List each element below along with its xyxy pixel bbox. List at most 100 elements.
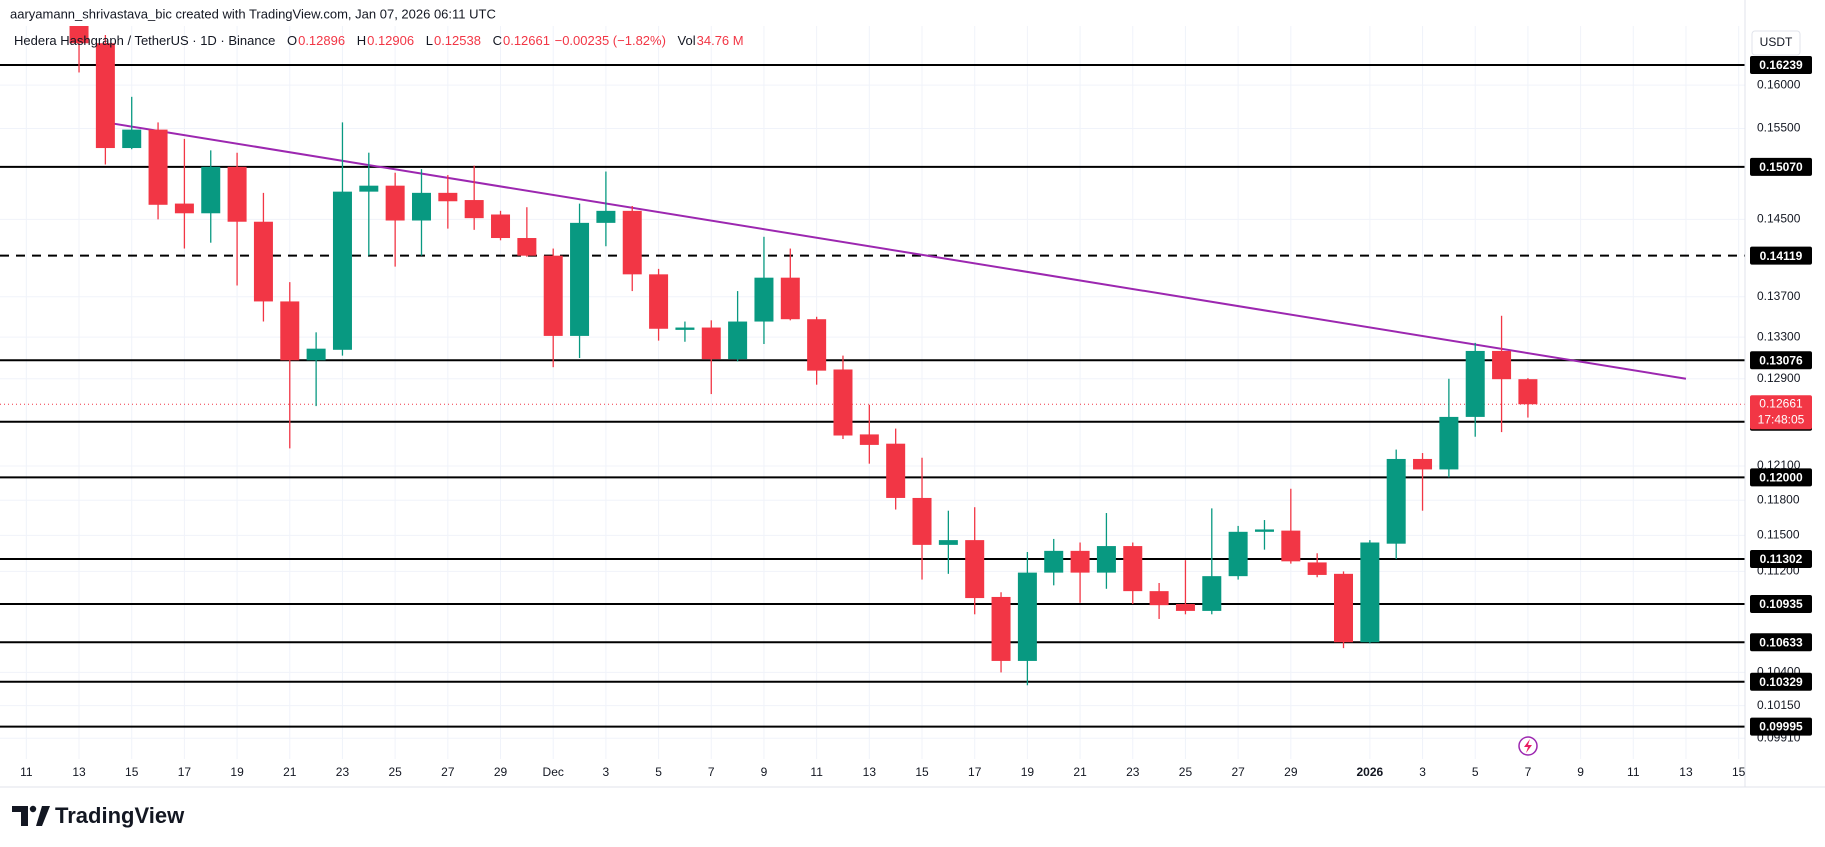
level-label: 0.12000 bbox=[1759, 471, 1803, 485]
legend-label: C bbox=[492, 33, 502, 48]
last-price-label: 0.12661 bbox=[1759, 396, 1803, 410]
legend-label: H bbox=[356, 33, 367, 48]
x-tick-label: 25 bbox=[388, 765, 402, 779]
currency-box[interactable] bbox=[1751, 30, 1801, 56]
candle-body bbox=[1334, 573, 1354, 643]
legend-label: L bbox=[425, 33, 433, 48]
x-tick-label: 27 bbox=[441, 765, 455, 779]
candle-body bbox=[227, 166, 247, 222]
candle-body bbox=[306, 348, 326, 361]
candle-body bbox=[1202, 576, 1222, 611]
last-price-box bbox=[1750, 395, 1812, 430]
x-tick-label: 23 bbox=[1126, 765, 1140, 779]
level-label: 0.16239 bbox=[1759, 58, 1803, 72]
candle-body bbox=[1492, 350, 1512, 380]
candle-body bbox=[359, 185, 379, 192]
x-tick-label: 7 bbox=[1525, 765, 1532, 779]
candle-body bbox=[385, 185, 405, 221]
y-tick-label: 0.15500 bbox=[1757, 121, 1801, 135]
x-tick-label: 29 bbox=[1284, 765, 1298, 779]
legend-value: 0.12661 bbox=[502, 33, 550, 48]
candle-body bbox=[675, 327, 695, 330]
level-label-box bbox=[1750, 550, 1812, 569]
countdown-label: 17:48:05 bbox=[1758, 412, 1805, 426]
candle-body bbox=[833, 369, 853, 436]
candle-body bbox=[912, 497, 932, 545]
level-label: 0.10329 bbox=[1759, 675, 1803, 689]
candle-body bbox=[1439, 416, 1459, 470]
candle-body bbox=[148, 129, 168, 205]
y-tick-label: 0.11800 bbox=[1757, 492, 1800, 506]
level-label-box bbox=[1750, 717, 1812, 736]
candle-body bbox=[253, 221, 273, 302]
candle-body bbox=[280, 301, 300, 361]
brand-name: TradingView bbox=[55, 803, 185, 828]
legend-label: O bbox=[286, 33, 298, 48]
x-tick-label: 21 bbox=[283, 765, 297, 779]
level-label: 0.14119 bbox=[1760, 249, 1803, 263]
level-label-box bbox=[1750, 468, 1812, 487]
level-label-box bbox=[1750, 633, 1812, 652]
x-tick-label: 17 bbox=[968, 765, 982, 779]
brand-logo[interactable] bbox=[12, 805, 50, 826]
x-tick-label: 27 bbox=[1231, 765, 1245, 779]
legend-change: −0.00235 (−1.82%) bbox=[554, 33, 666, 48]
candle-body bbox=[1386, 458, 1406, 544]
level-label: 0.15070 bbox=[1759, 160, 1803, 174]
level-label: 0.13076 bbox=[1759, 353, 1803, 367]
candle-body bbox=[1149, 591, 1169, 606]
candle-body bbox=[491, 214, 511, 239]
candle-body bbox=[728, 321, 748, 360]
level-label-box bbox=[1750, 351, 1812, 370]
x-tick-label: 3 bbox=[603, 765, 610, 779]
candle-body bbox=[438, 192, 458, 202]
x-tick-label: 5 bbox=[1472, 765, 1479, 779]
x-tick-label: 2026 bbox=[1356, 765, 1383, 779]
candle-body bbox=[1360, 542, 1380, 643]
x-tick-label: 9 bbox=[1577, 765, 1584, 779]
legend-volume: 34.76 M bbox=[696, 33, 744, 48]
x-tick-label: 9 bbox=[761, 765, 768, 779]
x-tick-label: 7 bbox=[708, 765, 715, 779]
level-label: 0.09995 bbox=[1759, 720, 1803, 734]
candle-body bbox=[1123, 546, 1143, 592]
candle-body bbox=[332, 191, 352, 350]
candle-body bbox=[991, 596, 1011, 661]
candle-body bbox=[95, 43, 115, 149]
candle-body bbox=[201, 166, 221, 214]
candle-body bbox=[596, 210, 616, 223]
y-tick-label: 0.13700 bbox=[1757, 289, 1801, 303]
x-tick-label: 25 bbox=[1179, 765, 1193, 779]
level-label: 0.10935 bbox=[1759, 597, 1803, 611]
x-tick-label: 5 bbox=[655, 765, 662, 779]
candle-body bbox=[1044, 550, 1064, 573]
candle-body bbox=[1070, 550, 1090, 573]
x-tick-label: 19 bbox=[230, 765, 244, 779]
candle-body bbox=[780, 277, 800, 320]
price-axis-panel bbox=[1745, 0, 1825, 790]
currency: USDT bbox=[1760, 35, 1793, 49]
event-icon[interactable] bbox=[1518, 736, 1538, 756]
level-label-box bbox=[1750, 246, 1812, 265]
candle-body bbox=[1307, 562, 1327, 575]
x-tick-label: 17 bbox=[178, 765, 192, 779]
x-tick-label: 15 bbox=[915, 765, 929, 779]
x-tick-label: 11 bbox=[810, 765, 823, 779]
y-tick-label: 0.14500 bbox=[1757, 212, 1801, 226]
candle-body bbox=[965, 540, 985, 599]
candle-body bbox=[807, 319, 827, 371]
candle-body bbox=[1175, 604, 1195, 611]
x-tick-label: 15 bbox=[1732, 765, 1746, 779]
plot-area bbox=[0, 26, 1745, 759]
candle-body bbox=[701, 327, 721, 360]
y-tick-label: 0.12900 bbox=[1757, 371, 1801, 385]
y-tick-label: 0.16000 bbox=[1757, 77, 1801, 91]
level-label: 0.10633 bbox=[1759, 635, 1803, 649]
x-tick-label: 13 bbox=[72, 765, 86, 779]
candle-body bbox=[1254, 529, 1274, 532]
symbol-title: Hedera Hashgraph / TetherUS · 1D · Binan… bbox=[14, 33, 276, 48]
candle-body bbox=[649, 274, 669, 329]
x-tick-label: 19 bbox=[1021, 765, 1035, 779]
